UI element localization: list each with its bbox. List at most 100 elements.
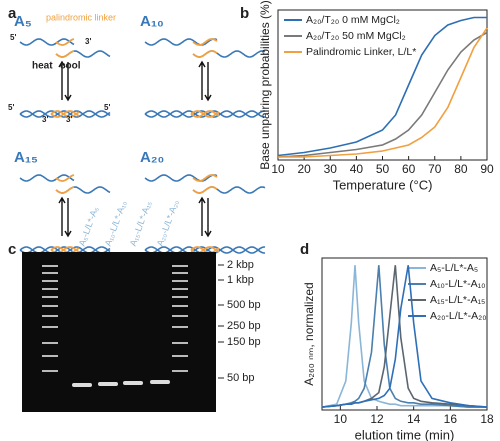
legend-label: A₁₀-L/L*-A₁₀ <box>430 278 485 290</box>
panel-label: a <box>8 5 17 22</box>
linker-label: palindromic linker <box>46 12 116 22</box>
construct-label: A₁₀ <box>140 13 164 30</box>
ladder-band <box>172 342 188 344</box>
arrow <box>58 60 66 100</box>
end-label: 3' <box>85 37 91 46</box>
ladder-band <box>172 288 188 290</box>
plot-frame <box>321 257 488 411</box>
gel <box>22 252 216 412</box>
strand <box>50 110 80 118</box>
legend-label: A₂₀-L/L*-A₂₀ <box>430 310 487 322</box>
ladder-band <box>42 265 58 267</box>
ladder-band <box>172 370 188 372</box>
x-tick-label: 14 <box>407 412 421 426</box>
legend-label: Palindromic Linker, L/L* <box>306 46 416 58</box>
series-line <box>321 265 487 408</box>
lane-label: A₅-L/L*-A₅ <box>77 205 101 248</box>
arrow <box>198 60 206 100</box>
strand <box>50 110 80 118</box>
strand <box>190 110 220 118</box>
lane-label: A₁₀-L/L*-A₁₀ <box>103 199 129 247</box>
x-tick-label: 20 <box>297 162 311 176</box>
arrow <box>204 62 212 102</box>
strand <box>192 50 218 58</box>
x-tick-label: 18 <box>480 412 494 426</box>
x-tick-label: 40 <box>350 162 364 176</box>
sample-band <box>150 380 170 384</box>
strand <box>55 38 75 46</box>
ladder-band <box>42 305 58 307</box>
y-axis-title: Base unpairing probabilities (%) <box>258 0 272 169</box>
x-axis-title: elution time (min) <box>355 427 455 441</box>
x-tick-label: 10 <box>334 412 348 426</box>
x-tick-label: 12 <box>370 412 384 426</box>
panel-label: c <box>8 241 16 258</box>
lane-label: A₂₀-L/L*-A₂₀ <box>155 198 181 247</box>
legend-label: A₂₀/T₂₀ 0 mM MgCl₂ <box>306 14 400 26</box>
ladder-band <box>172 305 188 307</box>
ladder-band <box>42 296 58 298</box>
ladder-band <box>172 355 188 357</box>
ladder-label: 1 kbp <box>227 274 254 286</box>
arrow <box>64 198 72 238</box>
end-label: 5' <box>8 103 14 112</box>
arrow <box>58 196 66 236</box>
ladder-band <box>42 326 58 328</box>
ladder-band <box>172 280 188 282</box>
ladder-band <box>42 370 58 372</box>
legend-label: A₁₅-L/L*-A₁₅ <box>430 294 485 306</box>
arrow <box>64 62 72 102</box>
strand <box>192 186 218 194</box>
cool-label: cool <box>60 61 81 72</box>
x-tick-label: 70 <box>428 162 442 176</box>
strand <box>190 246 220 254</box>
ladder-label: 2 kbp <box>227 259 254 271</box>
x-tick-label: 50 <box>376 162 390 176</box>
series-line <box>321 265 488 408</box>
sample-band <box>72 383 92 387</box>
panel-label: b <box>240 5 249 22</box>
x-tick-label: 30 <box>324 162 338 176</box>
x-tick-label: 90 <box>480 162 494 176</box>
construct-label: A₂₀ <box>140 149 164 166</box>
ladder-label: 250 bp <box>227 320 261 332</box>
strand <box>19 38 75 46</box>
panel-label: d <box>300 241 309 258</box>
ladder-band <box>172 296 188 298</box>
ladder-band <box>42 355 58 357</box>
end-label: 5' <box>104 103 110 112</box>
end-label: 5' <box>10 33 16 42</box>
ladder-band <box>172 272 188 274</box>
lane-label: A₁₅-L/L*-A₁₅ <box>128 199 154 247</box>
strand <box>192 174 218 182</box>
ladder-band <box>42 342 58 344</box>
strand <box>192 38 218 46</box>
series-line <box>278 27 488 158</box>
strand <box>144 38 218 46</box>
ladder-band <box>42 272 58 274</box>
strand <box>55 186 75 194</box>
ladder-band <box>42 315 58 317</box>
series-line <box>321 265 487 408</box>
end-label: 3' <box>66 115 72 124</box>
heat-label: heat <box>32 61 53 72</box>
ladder-band <box>172 315 188 317</box>
ladder-label: 50 bp <box>227 372 255 384</box>
x-tick-label: 10 <box>271 162 285 176</box>
arrow <box>198 196 206 236</box>
x-axis-title: Temperature (°C) <box>333 177 433 192</box>
ladder-band <box>42 280 58 282</box>
legend-label: A₂₀/T₂₀ 50 mM MgCl₂ <box>306 30 406 42</box>
ladder-label: 500 bp <box>227 299 261 311</box>
strand <box>55 174 75 182</box>
strand <box>50 246 80 254</box>
construct-label: A₁₅ <box>14 149 38 166</box>
series-line <box>277 31 488 158</box>
series-line <box>277 16 487 157</box>
strand <box>19 174 75 182</box>
x-tick-label: 16 <box>444 412 458 426</box>
x-tick-label: 60 <box>402 162 416 176</box>
ladder-band <box>172 326 188 328</box>
strand <box>144 174 218 182</box>
y-axis-title: A₂₆₀ ₙₘ, normalized <box>302 282 316 385</box>
